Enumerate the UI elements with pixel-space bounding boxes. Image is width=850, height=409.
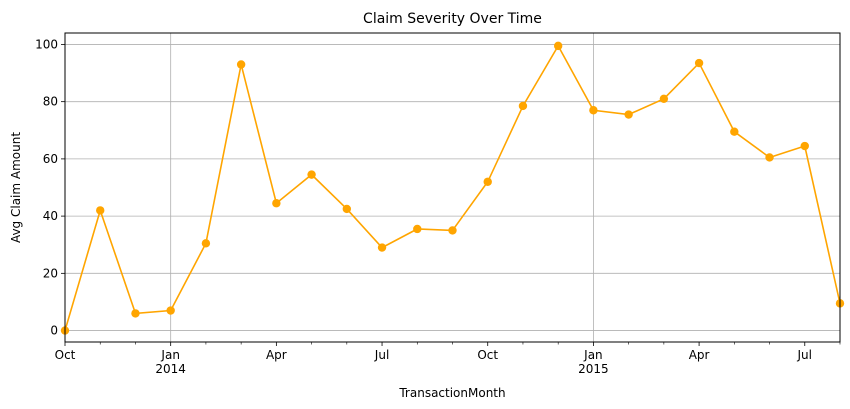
x-tick-label: Apr bbox=[689, 348, 710, 362]
x-tick-year-label: 2015 bbox=[578, 362, 609, 376]
data-point bbox=[694, 58, 704, 68]
data-point bbox=[201, 239, 211, 248]
data-point bbox=[236, 60, 246, 69]
series-line bbox=[64, 44, 841, 331]
y-axis-title: Avg Claim Amount bbox=[9, 132, 23, 243]
data-point bbox=[272, 199, 281, 208]
data-point bbox=[342, 204, 352, 214]
data-point bbox=[166, 306, 175, 315]
data-point bbox=[624, 110, 633, 119]
chart-title: Claim Severity Over Time bbox=[363, 11, 542, 27]
data-point bbox=[800, 141, 809, 151]
grid bbox=[65, 33, 840, 342]
x-tick-year-label: 2014 bbox=[155, 362, 186, 376]
x-tick-label: Oct bbox=[55, 348, 76, 362]
x-tick-label: Jan bbox=[160, 348, 180, 362]
y-tick-label: 0 bbox=[50, 324, 58, 338]
series bbox=[60, 41, 845, 335]
x-tick-label: Apr bbox=[266, 348, 287, 362]
x-tick-label: Jul bbox=[374, 348, 389, 362]
plot-frame bbox=[64, 32, 841, 343]
y-tick-label: 80 bbox=[43, 95, 58, 109]
data-point bbox=[483, 177, 492, 186]
data-point bbox=[589, 106, 598, 115]
y-tick-label: 100 bbox=[35, 37, 58, 51]
x-tick-label: Jan bbox=[583, 348, 603, 362]
data-point bbox=[448, 226, 457, 235]
x-tick-label: Oct bbox=[477, 348, 498, 362]
data-point bbox=[553, 41, 563, 51]
x-axis-title: TransactionMonth bbox=[398, 386, 505, 400]
y-tick-label: 60 bbox=[43, 152, 58, 166]
x-tick-label: Jul bbox=[797, 348, 812, 362]
data-point bbox=[413, 224, 422, 234]
data-point bbox=[659, 94, 669, 104]
y-axis-ticks: 0 20 40 60 80 100 bbox=[35, 37, 65, 338]
data-point bbox=[307, 170, 316, 179]
y-tick-label: 40 bbox=[43, 209, 58, 223]
data-point bbox=[518, 101, 528, 111]
y-tick-label: 20 bbox=[43, 266, 58, 280]
data-point bbox=[131, 309, 140, 318]
data-point bbox=[96, 206, 105, 215]
data-point bbox=[765, 153, 774, 162]
data-point bbox=[730, 127, 739, 136]
data-point bbox=[377, 243, 387, 252]
